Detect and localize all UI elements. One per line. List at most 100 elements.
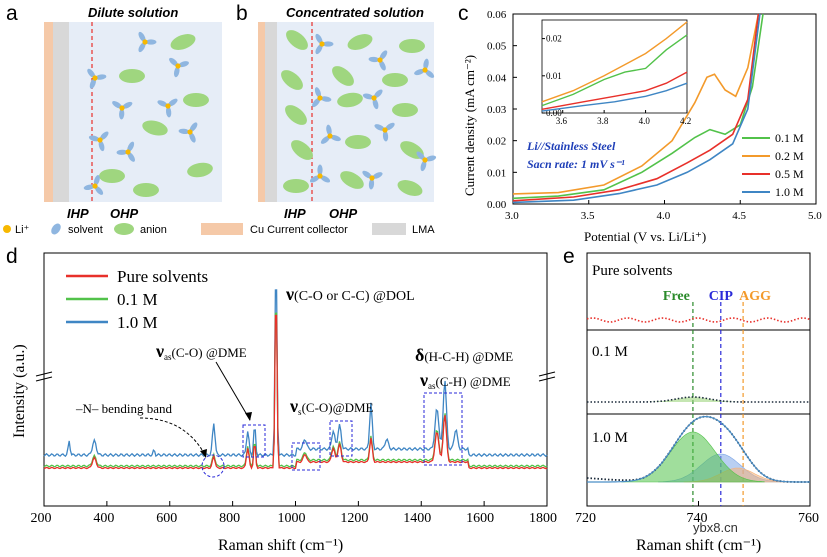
anion-icon bbox=[114, 223, 134, 235]
panel-label-e: e bbox=[563, 245, 575, 268]
title-concentrated: Concentrated solution bbox=[286, 5, 424, 20]
e-panel-pure: Pure solvents bbox=[592, 263, 673, 279]
c-inset-line bbox=[541, 34, 688, 107]
c-inset-ytick-label: 0.01 bbox=[546, 71, 562, 81]
solvent-icon bbox=[309, 175, 320, 183]
watermark: ybx8.cn bbox=[693, 520, 738, 535]
solvent-icon bbox=[372, 98, 379, 110]
anion-icon bbox=[283, 179, 309, 193]
c-inset-ytick-label: 0.00 bbox=[546, 108, 562, 118]
li-icon bbox=[327, 133, 333, 139]
c-series-line bbox=[512, 13, 761, 204]
lma-swatch bbox=[372, 223, 406, 235]
panel-label-b: b bbox=[236, 2, 248, 25]
anion-icon bbox=[119, 69, 145, 83]
e-panel-01: 0.1 M bbox=[592, 344, 628, 360]
d-xtick-label: 1400 bbox=[403, 511, 431, 526]
li-icon bbox=[92, 75, 98, 81]
d-xtick-label: 200 bbox=[31, 511, 52, 526]
c-inset-xtick-label: 3.6 bbox=[556, 116, 568, 126]
solvent-icon bbox=[362, 93, 374, 100]
solvent-icon bbox=[98, 140, 105, 152]
li-icon bbox=[175, 63, 181, 69]
anion-icon bbox=[99, 169, 125, 183]
anion-icon bbox=[187, 162, 213, 178]
solvent-icon bbox=[51, 223, 61, 235]
e-xtick-label: 740 bbox=[687, 511, 708, 526]
solvent-icon bbox=[119, 108, 125, 120]
c-ytick-label: 0.05 bbox=[487, 41, 507, 53]
anion-icon bbox=[286, 30, 308, 50]
solvent-icon bbox=[374, 124, 385, 131]
e-01-line bbox=[587, 396, 810, 403]
c-ylabel: Current density (mA cm⁻²) bbox=[462, 55, 477, 196]
cu-swatch bbox=[201, 223, 243, 235]
c-annotation-1: Li//Stainless Steel bbox=[526, 139, 616, 153]
solvent-icon bbox=[178, 128, 190, 135]
solvent-icon bbox=[145, 39, 157, 45]
li-icon bbox=[119, 105, 125, 111]
anion-icon bbox=[397, 180, 423, 196]
d-dol: ν(C-O or C-C) @DOL bbox=[285, 284, 415, 304]
panel-label-a: a bbox=[6, 2, 18, 25]
c-inset-ytick-label: 0.02 bbox=[546, 34, 562, 44]
c-series-line bbox=[512, 13, 764, 200]
anion-icon bbox=[347, 34, 373, 50]
solvent-icon bbox=[425, 69, 435, 78]
e-pure-line bbox=[586, 317, 811, 323]
anion-icon bbox=[281, 70, 303, 90]
solvent-icon bbox=[87, 68, 96, 78]
d-box-1130 bbox=[329, 420, 353, 457]
e-xtick-label: 760 bbox=[798, 511, 819, 526]
solvent-icon bbox=[83, 184, 95, 191]
anion-icon bbox=[332, 66, 354, 86]
solvent-icon bbox=[122, 101, 133, 109]
d-xtick-label: 1600 bbox=[466, 511, 494, 526]
solvent-icon bbox=[157, 100, 168, 107]
solvent-icon bbox=[95, 74, 107, 80]
c-xlabel: Potential (V vs. Li/Li⁺) bbox=[584, 229, 706, 244]
solvent-icon bbox=[320, 135, 330, 144]
d-legend-label: Pure solvents bbox=[117, 267, 208, 286]
ihp-label-a: IHP bbox=[67, 206, 89, 221]
solvent-icon bbox=[320, 175, 331, 183]
panel-label-d: d bbox=[6, 245, 18, 268]
panel-label-c: c bbox=[458, 2, 469, 25]
c-inset-line bbox=[541, 71, 688, 110]
solvent-icon bbox=[414, 68, 425, 76]
c-xtick-label: 3.0 bbox=[505, 210, 519, 222]
legend-solvent: solvent bbox=[68, 224, 103, 236]
solvent-icon bbox=[127, 152, 135, 162]
chart-c: 3.0 3.5 4.0 4.5 5.0 0.00 0.01 0.02 0.03 0.04 0.05 0… bbox=[462, 9, 822, 244]
schematic-legend: Li⁺ solvent anion Cu Current collector L… bbox=[3, 223, 435, 236]
e-xtick-label: 720 bbox=[575, 511, 596, 526]
solvent-icon bbox=[99, 131, 109, 141]
solvent-icon bbox=[88, 135, 100, 142]
d-nus-co: νs(C-O)@DME bbox=[289, 396, 374, 417]
li-icon bbox=[97, 137, 103, 143]
c-series-line bbox=[512, 13, 760, 195]
solvent-icon bbox=[312, 98, 321, 108]
d-nuas-co: νas(C-O) @DME bbox=[155, 341, 247, 362]
c-legend-label: 1.0 M bbox=[775, 185, 804, 199]
li-icon bbox=[142, 39, 148, 45]
li-icon bbox=[165, 103, 171, 109]
solvent-icon bbox=[416, 151, 426, 161]
d-xtick-label: 1200 bbox=[340, 511, 368, 526]
anion-icon bbox=[340, 171, 364, 189]
solvent-icon bbox=[93, 175, 100, 186]
e-10-fit-sum bbox=[587, 416, 810, 483]
e-marker-label: CIP bbox=[709, 289, 734, 304]
solvent-icon bbox=[373, 89, 383, 99]
solvent-icon bbox=[372, 172, 383, 179]
d-legend-label: 1.0 M bbox=[117, 313, 158, 332]
anion-icon bbox=[382, 73, 408, 87]
li-icon bbox=[92, 183, 98, 189]
solvent-icon bbox=[315, 33, 323, 44]
solvent-icon bbox=[89, 78, 96, 89]
c-inset-line bbox=[541, 21, 688, 103]
chart-d: 200 400 600 800 1000 1200 1400 1600 1800 Pure so… bbox=[11, 252, 557, 554]
c-legend-label: 0.2 M bbox=[775, 149, 804, 163]
d-series-pure bbox=[43, 314, 548, 470]
title-dilute: Dilute solution bbox=[88, 5, 178, 20]
